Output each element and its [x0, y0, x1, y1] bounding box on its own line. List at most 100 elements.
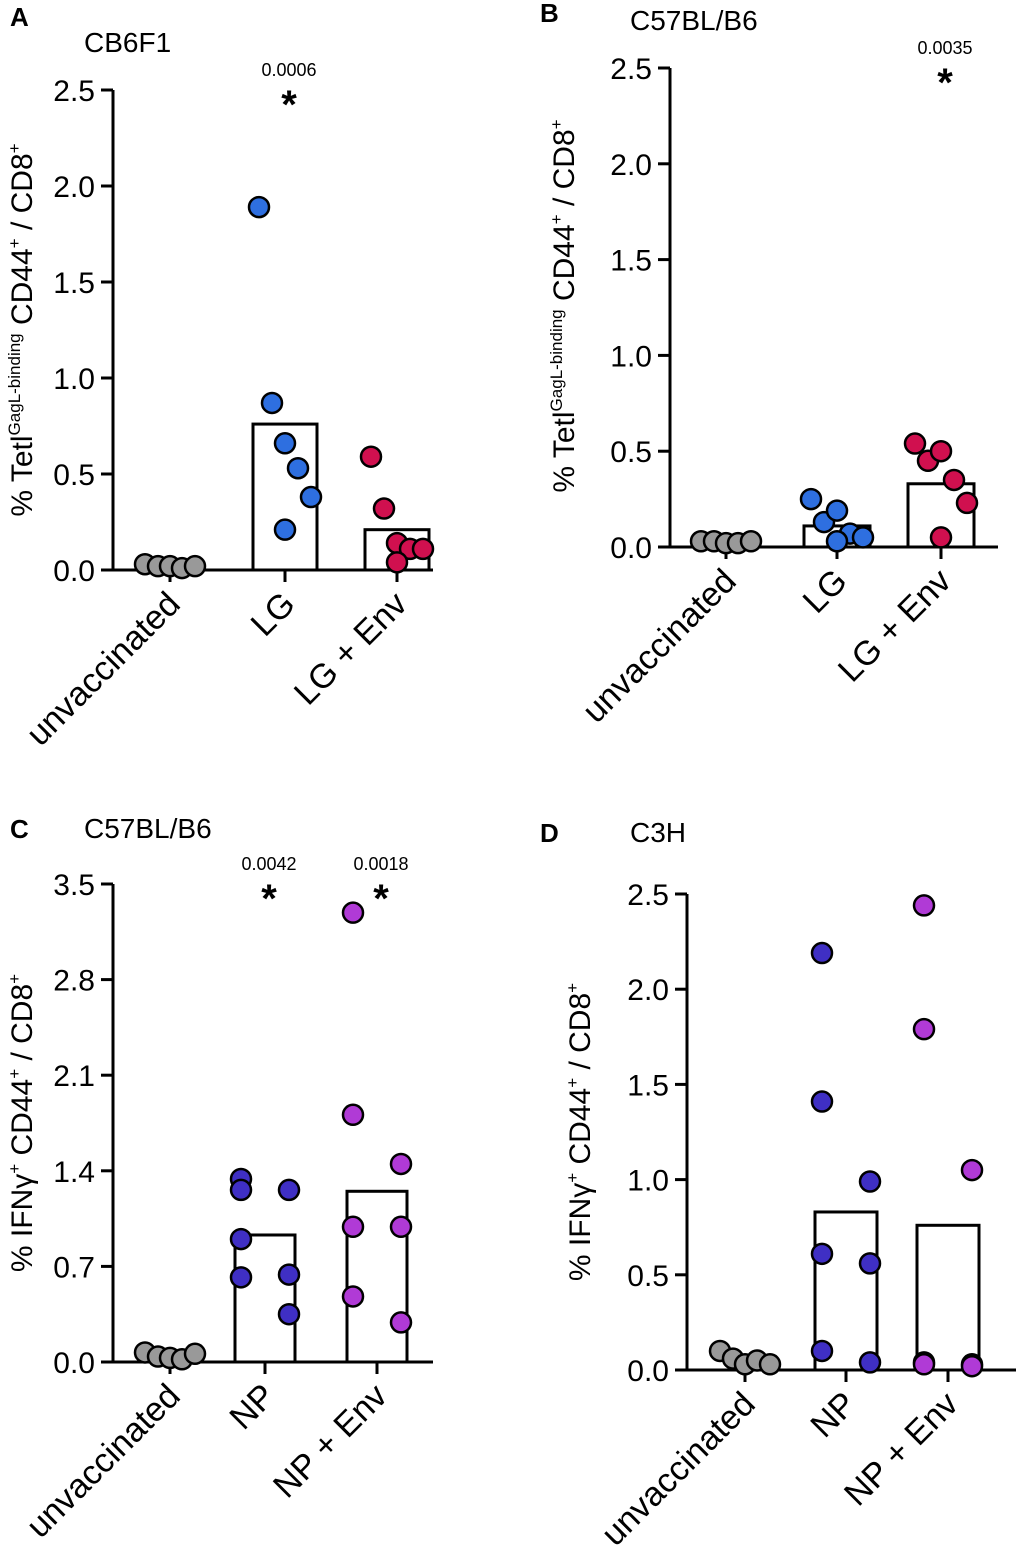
- category-label: unvaccinated: [575, 562, 744, 731]
- data-point: [229, 1266, 253, 1289]
- y-tick-label: 2.1: [53, 1060, 95, 1093]
- panel-title: C57BL/B6: [630, 5, 758, 36]
- data-point: [810, 941, 834, 965]
- data-point: [810, 1339, 834, 1363]
- data-point: [929, 526, 953, 549]
- y-tick-label: 1.5: [627, 1069, 669, 1102]
- panel-c: C C57BL/B6 0.0 0.7 1.4 2.1 2.8 3.5 unvaccinated N…: [5, 813, 433, 1545]
- y-tick-label: 2.5: [53, 75, 95, 108]
- y-axis-label: % IFNγ+ CD44+ / CD8+: [5, 974, 39, 1272]
- y-tick-label: 1.5: [53, 267, 95, 300]
- data-point: [385, 551, 409, 574]
- data-point: [389, 1311, 413, 1334]
- category-label: NP: [803, 1385, 863, 1445]
- data-point: [903, 432, 927, 455]
- data-point: [825, 499, 849, 522]
- data-point: [277, 1263, 301, 1286]
- y-axis-label: % TetlGagL-binding CD44+ / CD8+: [5, 143, 39, 516]
- category-label: unvaccinated: [19, 585, 188, 754]
- data-point: [341, 1103, 365, 1127]
- data-point: [810, 1242, 834, 1266]
- category-label: LG + Env: [287, 585, 415, 713]
- data-point: [858, 1170, 882, 1193]
- y-tick-label: 0.7: [53, 1251, 95, 1284]
- data-point: [229, 1178, 253, 1202]
- panel-letter: B: [540, 0, 559, 28]
- data-point: [299, 485, 323, 509]
- category-label: LG: [796, 562, 855, 621]
- panel-letter: A: [10, 2, 29, 32]
- data-point: [912, 894, 936, 917]
- data-point: [389, 1152, 413, 1176]
- data-point: [286, 456, 310, 480]
- y-tick-label: 0.0: [53, 1347, 95, 1380]
- y-tick-label: 1.0: [53, 363, 95, 396]
- y-tick-label: 2.5: [610, 53, 652, 86]
- y-tick-label: 2.0: [53, 171, 95, 204]
- data-point: [929, 439, 953, 463]
- y-tick-label: 1.5: [610, 245, 652, 278]
- data-point: [389, 1215, 413, 1239]
- panel-letter: C: [10, 814, 29, 844]
- category-label: unvaccinated: [594, 1385, 763, 1554]
- data-point: [411, 537, 435, 561]
- data-point: [851, 526, 875, 549]
- data-point: [858, 1351, 882, 1374]
- data-point: [183, 1342, 207, 1366]
- panel-title: CB6F1: [84, 27, 171, 58]
- y-tick-label: 1.0: [610, 340, 652, 373]
- category-label: unvaccinated: [19, 1377, 188, 1546]
- y-tick-label: 0.0: [53, 555, 95, 588]
- data-point: [247, 195, 271, 219]
- y-tick-label: 2.5: [627, 879, 669, 912]
- y-tick-label: 2.8: [53, 965, 95, 998]
- data-point: [825, 530, 849, 553]
- data-point: [739, 530, 763, 553]
- y-tick-label: 0.5: [53, 459, 95, 492]
- y-tick-label: 2.0: [610, 149, 652, 182]
- data-point: [960, 1158, 984, 1182]
- data-point: [341, 1215, 365, 1239]
- p-value: 0.0006: [261, 60, 316, 80]
- data-point: [277, 1178, 301, 1202]
- category-label: NP + Env: [837, 1385, 966, 1514]
- y-tick-label: 1.4: [53, 1156, 95, 1189]
- category-label: LG + Env: [831, 562, 959, 690]
- data-point: [260, 391, 284, 415]
- y-tick-label: 2.0: [627, 974, 669, 1007]
- significance-star: *: [373, 877, 389, 921]
- data-point: [799, 487, 823, 511]
- bar-2: [233, 1233, 297, 1364]
- category-label: LG: [244, 585, 303, 644]
- y-tick-label: 0.5: [610, 436, 652, 469]
- data-point: [273, 518, 297, 541]
- panel-b: B C57BL/B6 0.0 0.5 1.0 1.5 2.0 2.5 unvaccinated L…: [540, 0, 998, 730]
- p-value: 0.0018: [353, 854, 408, 874]
- significance-star: *: [281, 83, 297, 127]
- significance-star: *: [261, 877, 277, 921]
- bar-3: [915, 1223, 981, 1372]
- y-tick-label: 0.0: [627, 1355, 669, 1388]
- data-point: [341, 1285, 365, 1308]
- data-point: [960, 1354, 984, 1378]
- panel-title: C57BL/B6: [84, 813, 212, 844]
- category-label: NP + Env: [266, 1377, 395, 1506]
- data-point: [912, 1353, 936, 1376]
- y-tick-label: 0.5: [627, 1260, 669, 1293]
- data-point: [372, 497, 396, 520]
- panel-title: C3H: [630, 817, 686, 848]
- panel-a: A CB6F1 0.0 0.5 1.0 1.5 2.0 2.5 unvaccinated LGLG…: [5, 2, 435, 754]
- y-tick-label: 0.0: [610, 532, 652, 565]
- data-point: [955, 491, 979, 515]
- p-value: 0.0042: [241, 854, 296, 874]
- data-point: [758, 1353, 782, 1376]
- panel-letter: D: [540, 818, 559, 848]
- data-point: [810, 1090, 834, 1113]
- data-point: [942, 468, 966, 492]
- y-axis-label: % IFNγ+ CD44+ / CD8+: [563, 983, 597, 1281]
- p-value: 0.0035: [917, 38, 972, 58]
- data-point: [341, 901, 365, 924]
- data-point: [912, 1017, 936, 1041]
